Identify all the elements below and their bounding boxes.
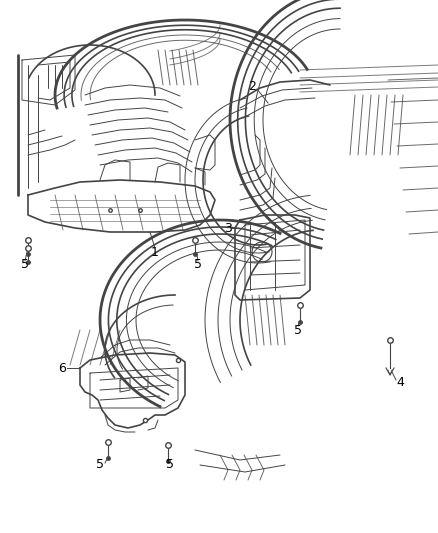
- Text: 1: 1: [151, 246, 159, 259]
- Text: 5: 5: [166, 458, 174, 472]
- Text: 5: 5: [294, 324, 302, 336]
- Text: 5: 5: [96, 458, 104, 472]
- Text: 2: 2: [248, 79, 256, 93]
- Text: 5: 5: [194, 259, 202, 271]
- Text: 6: 6: [58, 361, 66, 375]
- Text: 4: 4: [396, 376, 404, 390]
- Text: 5: 5: [21, 259, 29, 271]
- Text: 3: 3: [224, 222, 232, 235]
